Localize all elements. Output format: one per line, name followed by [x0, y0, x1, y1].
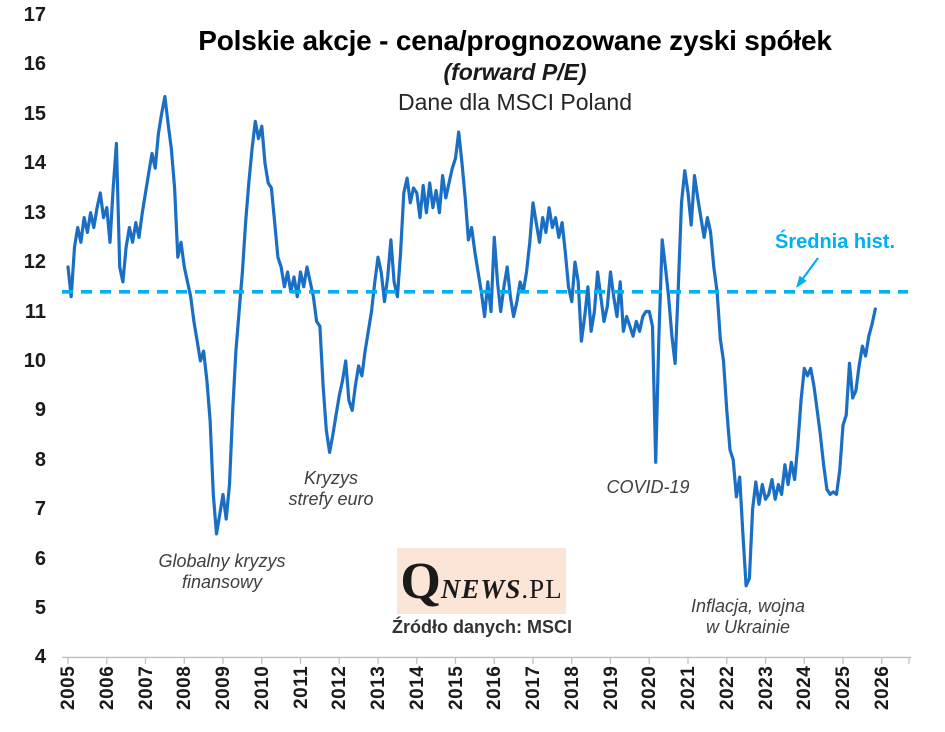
- source-note: Źródło danych: MSCI: [392, 617, 572, 637]
- y-axis-label: 14: [23, 152, 46, 175]
- x-axis-label: 2010: [251, 666, 273, 711]
- y-axis-label: 4: [34, 646, 46, 669]
- pe-series-line: [66, 94, 877, 588]
- x-axis: [62, 656, 911, 664]
- x-axis-label: 2019: [600, 666, 622, 711]
- annotation-line: w Ukrainie: [705, 617, 791, 637]
- qnews-logo-q: Q: [400, 553, 441, 610]
- y-axis-label: 5: [34, 597, 46, 620]
- x-axis-label: 2017: [523, 666, 544, 711]
- annotation-line: COVID-19: [606, 477, 690, 497]
- y-axis-label: 6: [34, 547, 46, 570]
- annotation-line: Inflacja, wojna: [690, 596, 806, 616]
- x-axis-label: 2023: [755, 666, 777, 711]
- x-axis-label: 2018: [561, 666, 583, 711]
- x-axis-label: 2009: [213, 666, 234, 711]
- annotation-line: Globalny kryzys: [158, 551, 286, 571]
- y-axis-label: 16: [23, 53, 46, 76]
- annotation-euro-crisis: Kryzys strefy euro: [256, 468, 406, 510]
- y-axis-label: 11: [24, 300, 46, 323]
- x-axis-label: 2006: [96, 666, 118, 711]
- y-axis-label: 7: [34, 498, 46, 521]
- y-axis-label: 13: [23, 201, 46, 224]
- y-axis-label: 15: [23, 102, 46, 125]
- qnews-logo-news: NEWS: [440, 574, 522, 604]
- x-axis-label: 2022: [716, 666, 738, 711]
- x-axis-label: 2025: [833, 666, 854, 711]
- y-axis-label: 10: [23, 349, 46, 372]
- x-axis-label: 2013: [368, 666, 389, 711]
- annotation-ukraine: Inflacja, wojna w Ukrainie: [662, 596, 834, 638]
- average-arrow-icon: [796, 257, 819, 288]
- x-axis-label: 2011: [290, 666, 312, 710]
- annotation-line: strefy euro: [288, 489, 374, 509]
- x-axis-label: 2008: [174, 666, 196, 711]
- x-axis-label: 2021: [678, 666, 699, 711]
- x-axis-label: 2020: [639, 666, 661, 711]
- y-axis-label: 17: [23, 4, 46, 26]
- chart-title: Polskie akcje - cena/prognozowane zyski …: [198, 25, 832, 56]
- annotation-line: Kryzys: [304, 468, 358, 488]
- chart-subtitle-data-source: Dane dla MSCI Poland: [398, 89, 632, 115]
- annotation-global-financial-crisis: Globalny kryzys finansowy: [122, 551, 322, 593]
- x-axis-label: 2015: [445, 666, 467, 711]
- x-axis-label: 2005: [58, 666, 79, 711]
- x-axis-label: 2007: [135, 666, 157, 711]
- y-axis-label: 8: [34, 448, 46, 471]
- average-line-label: Średnia hist.: [774, 231, 896, 253]
- annotation-covid: COVID-19: [573, 477, 723, 498]
- x-axis-label: 2024: [794, 666, 816, 711]
- qnews-logo: Q NEWS .PL: [397, 548, 566, 614]
- qnews-logo-pl: .PL: [521, 574, 563, 604]
- x-axis-label: 2016: [484, 666, 506, 711]
- x-axis-label: 2012: [329, 666, 351, 711]
- y-axis-label: 9: [34, 399, 46, 422]
- annotation-line: finansowy: [181, 572, 263, 592]
- y-axis-label: 12: [23, 251, 46, 274]
- x-axis-label: 2014: [406, 666, 428, 711]
- x-axis-label: 2026: [871, 666, 893, 711]
- chart-subtitle: (forward P/E): [443, 59, 587, 85]
